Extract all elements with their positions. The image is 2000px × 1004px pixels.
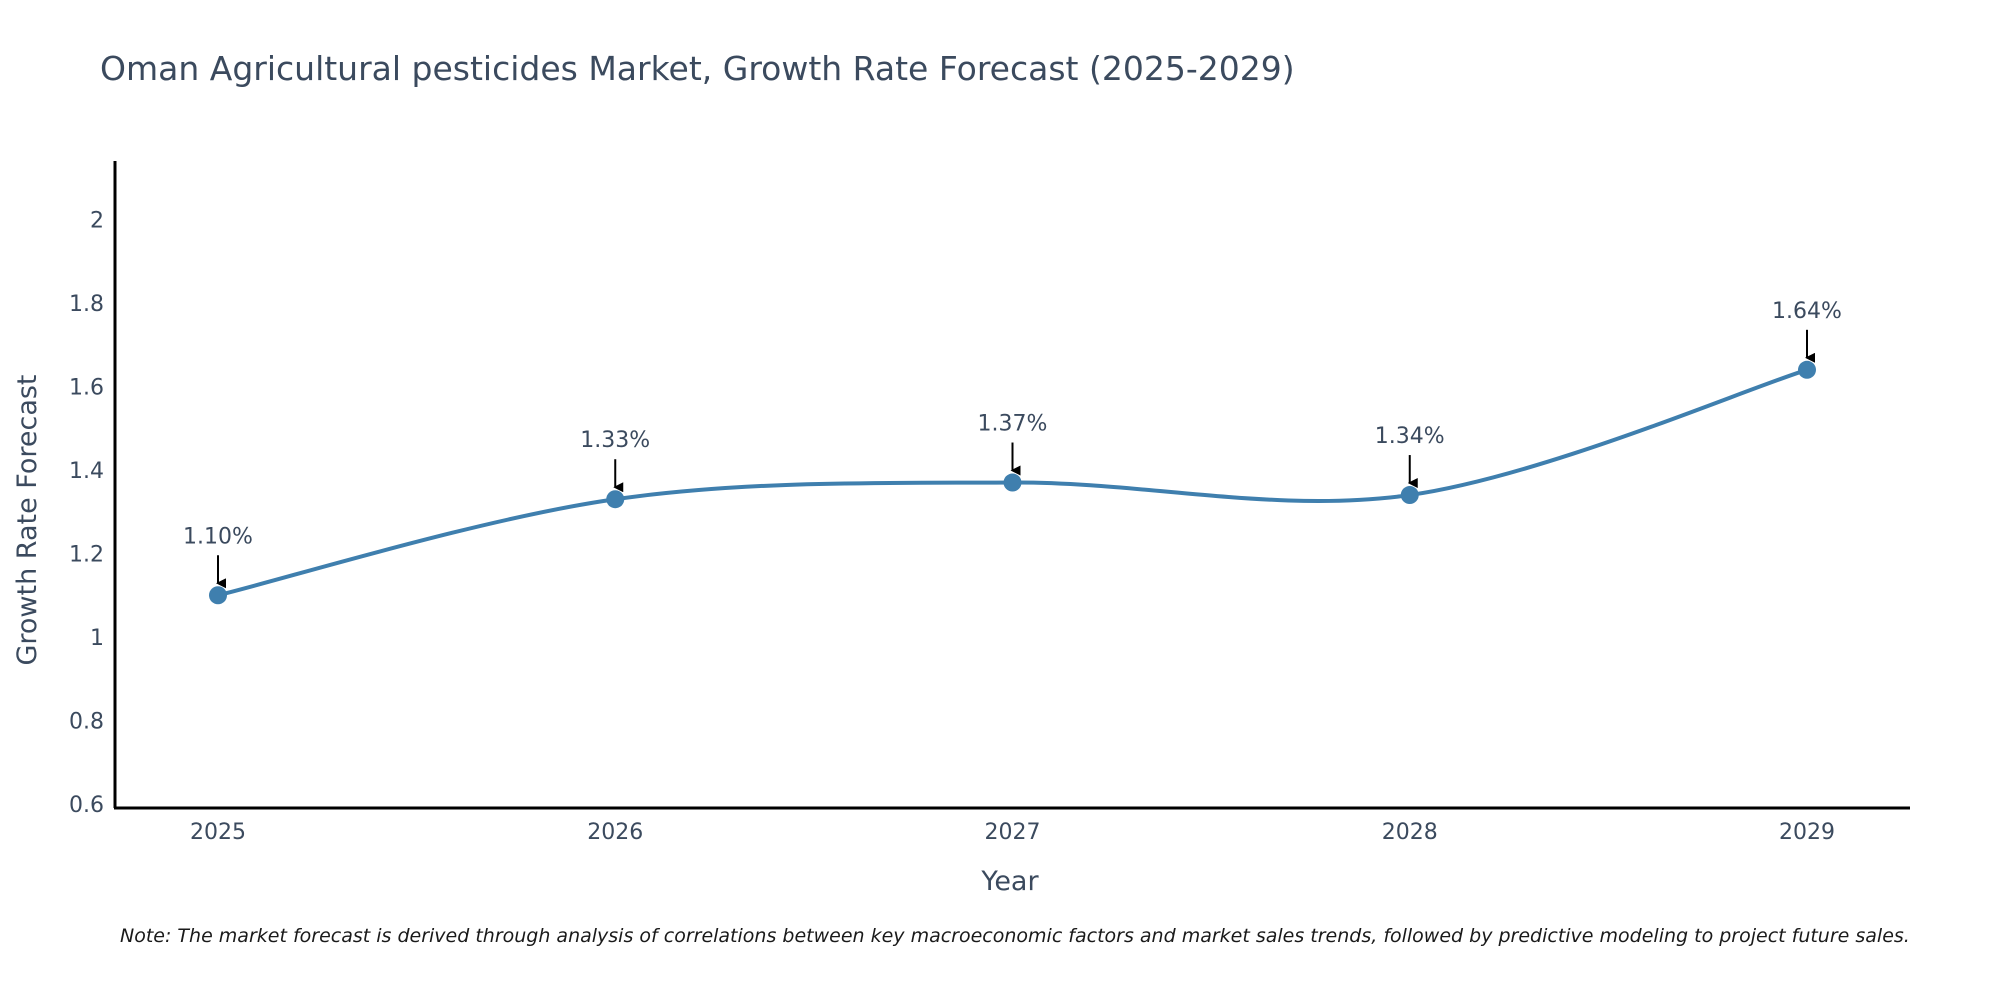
data-point xyxy=(1400,486,1419,505)
y-tick-label: 1.4 xyxy=(69,459,104,484)
y-tick-label: 2 xyxy=(90,209,104,234)
data-label: 1.34% xyxy=(1375,424,1445,449)
data-point xyxy=(606,490,625,509)
x-tick-label: 2028 xyxy=(1382,820,1438,845)
y-axis-label: Growth Rate Forecast xyxy=(12,374,43,665)
x-axis-label: Year xyxy=(980,866,1039,897)
y-tick-label: 0.8 xyxy=(69,710,104,735)
data-point xyxy=(1798,360,1816,379)
x-tick-labels: 2025 2026 2027 2028 2029 xyxy=(190,820,1835,845)
x-tick-label: 2025 xyxy=(190,820,246,845)
y-tick-label: 1.8 xyxy=(69,292,104,317)
data-annotations: 1.10% 1.33% 1.37% 1.34% 1.64% xyxy=(183,299,1842,589)
x-tick-label: 2027 xyxy=(985,820,1041,845)
chart-note: Note: The market forecast is derived thr… xyxy=(120,925,1910,947)
data-label: 1.33% xyxy=(580,428,650,453)
x-tick-label: 2026 xyxy=(587,820,643,845)
data-point xyxy=(209,586,227,605)
y-tick-labels: 0.6 0.8 1 1.2 1.4 1.6 1.8 2 xyxy=(69,209,104,819)
y-tick-label: 1 xyxy=(90,626,104,651)
chart-title: Oman Agricultural pesticides Market, Gro… xyxy=(100,49,1295,88)
y-tick-label: 1.6 xyxy=(69,376,104,401)
data-points xyxy=(209,360,1816,605)
y-tick-label: 1.2 xyxy=(69,543,104,568)
x-tick-label: 2029 xyxy=(1779,820,1835,845)
data-label: 1.10% xyxy=(183,524,253,549)
data-label: 1.64% xyxy=(1772,299,1842,324)
y-tick-label: 0.6 xyxy=(69,793,104,818)
data-point xyxy=(1003,473,1022,492)
data-label: 1.37% xyxy=(978,412,1048,437)
